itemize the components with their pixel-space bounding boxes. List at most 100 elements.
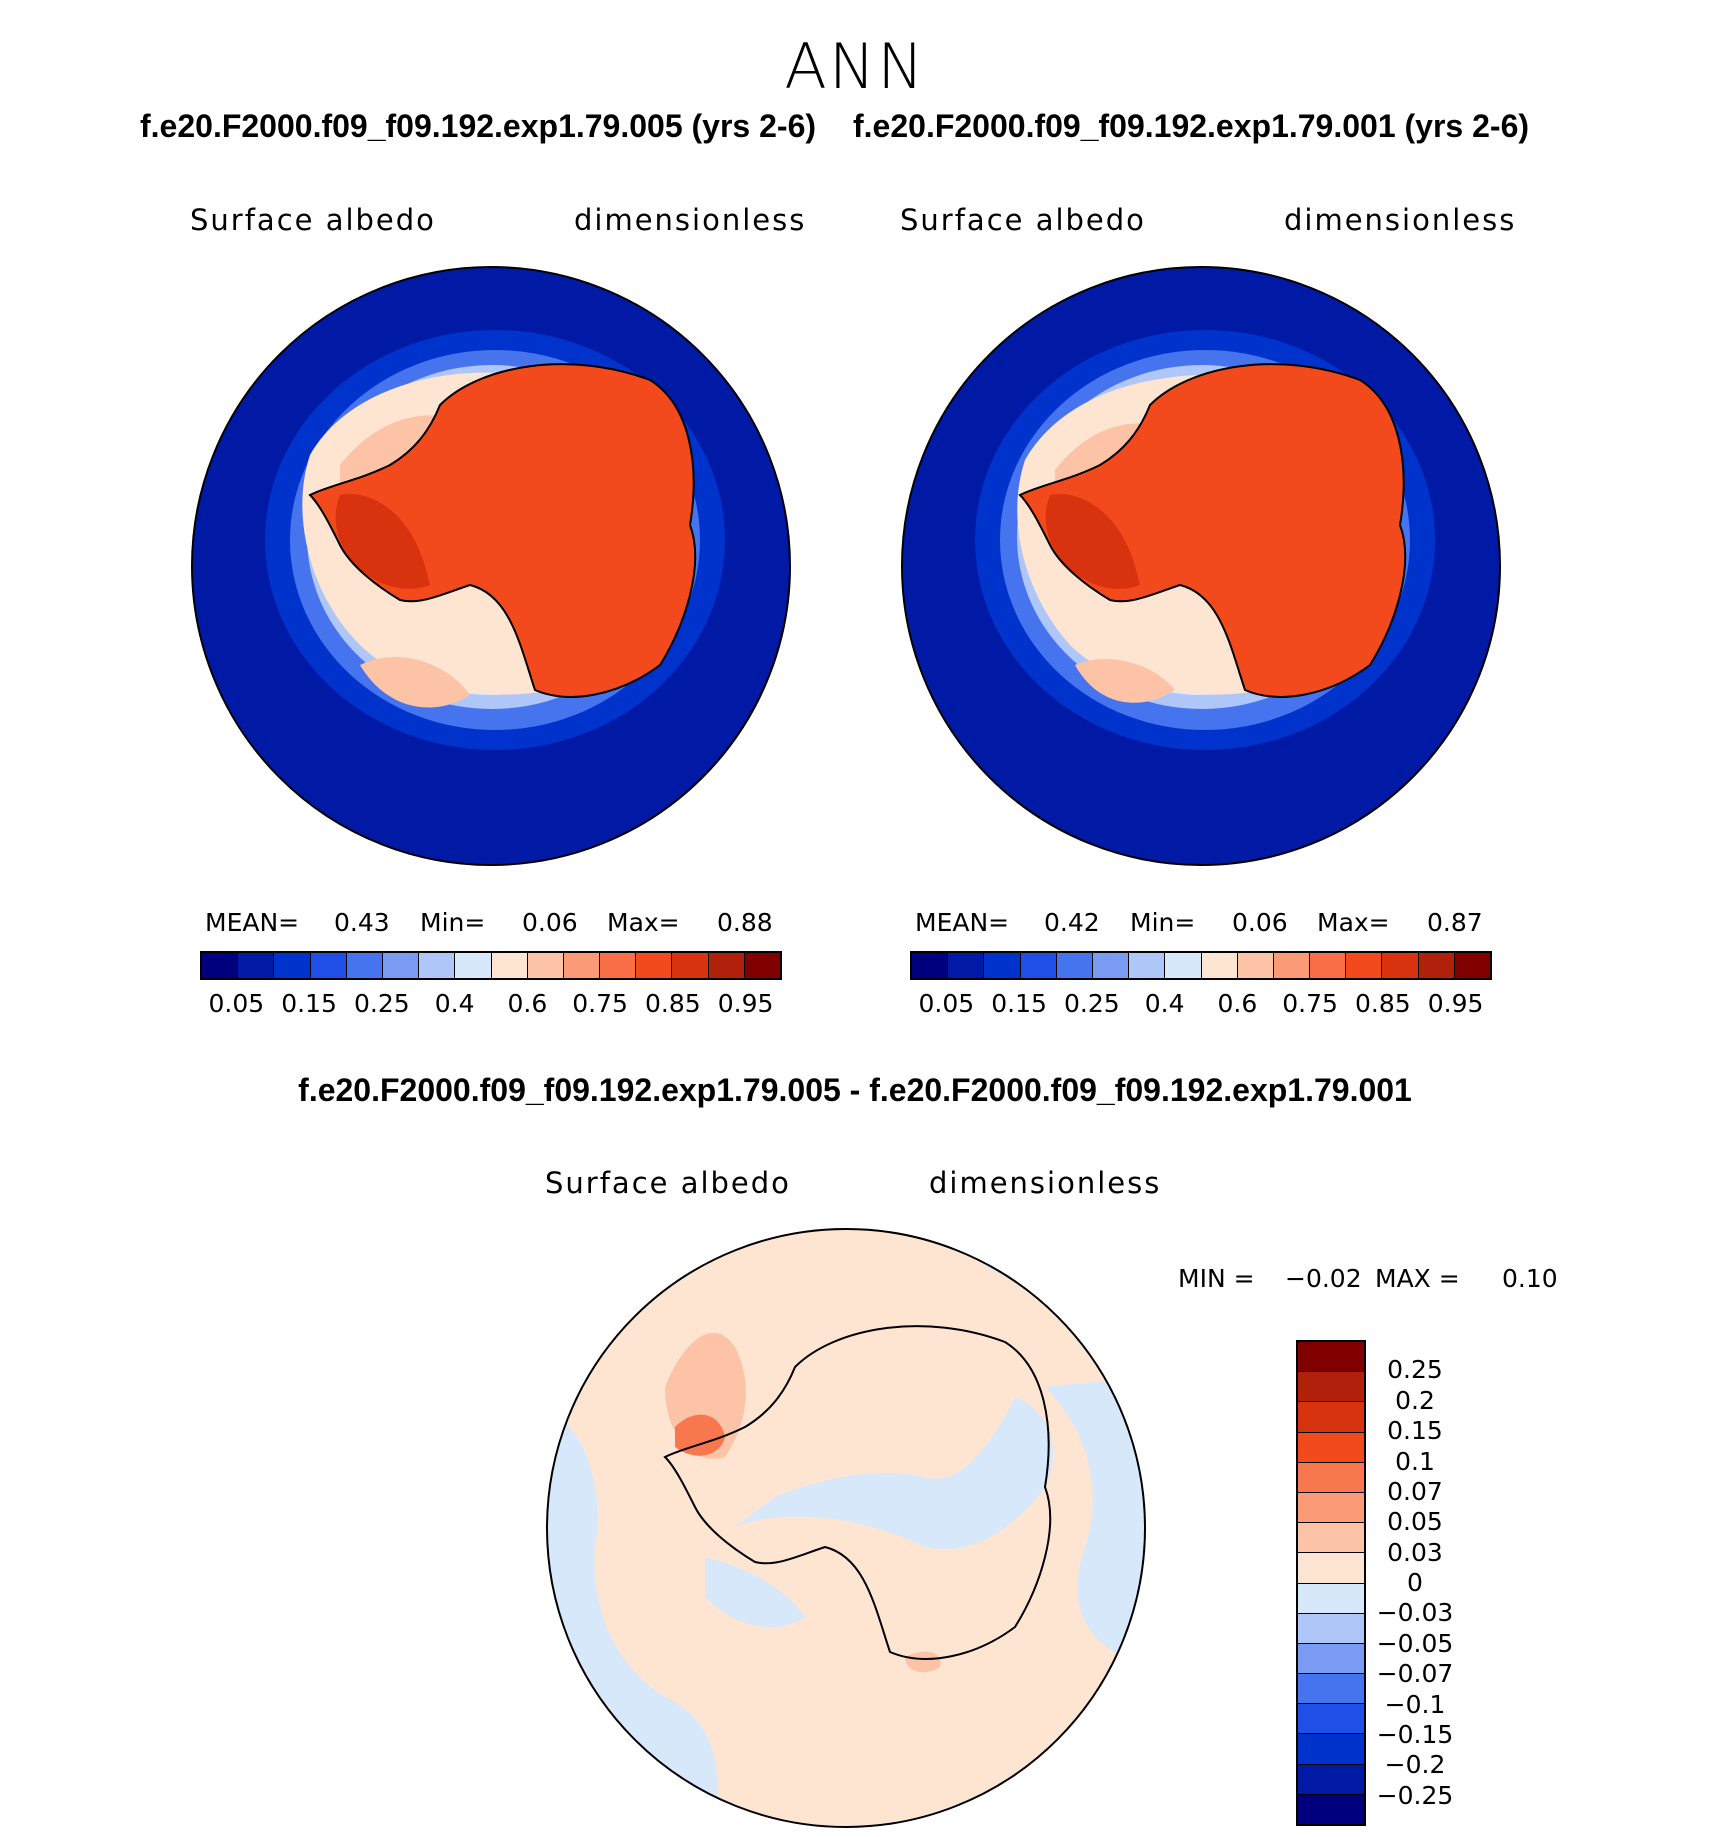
- right-min-label: Min=: [1130, 908, 1196, 937]
- diff-colorbar-tick-label: 0.05: [1387, 1507, 1443, 1537]
- diff-colorbar-tick-label: −0.15: [1376, 1719, 1454, 1749]
- case-title-right: f.e20.F2000.f09_f09.192.exp1.79.001 (yrs…: [853, 108, 1530, 144]
- diff-colorbar-swatch: [1298, 1342, 1364, 1373]
- diff-colorbar-swatch: [1298, 1372, 1364, 1403]
- right-colorbar-tick-label: 0.85: [1355, 989, 1411, 1018]
- left-colorbar-swatch: [455, 953, 492, 978]
- diff-colorbar-swatch: [1298, 1764, 1364, 1795]
- diff-colorbar-tick-label: −0.07: [1376, 1659, 1454, 1689]
- right-colorbar-tick-label: 0.25: [1064, 989, 1120, 1018]
- right-colorbar-tick-label: 0.75: [1282, 989, 1338, 1018]
- right-colorbar-tick-label: 0.05: [918, 989, 975, 1018]
- left-colorbar-swatch: [672, 953, 709, 978]
- left-colorbar-swatch: [563, 953, 601, 978]
- left-map: [191, 266, 791, 866]
- left-colorbar-tick-label: 0.25: [354, 989, 410, 1018]
- left-colorbar-swatch: [527, 953, 564, 978]
- diff-colorbar-tick-label: −0.25: [1376, 1780, 1454, 1810]
- left-colorbar-swatch: [708, 953, 745, 978]
- right-colorbar-swatch: [1201, 953, 1238, 978]
- diff-colorbar-tick-label: −0.05: [1376, 1628, 1454, 1658]
- diff-colorbar-swatch: [1298, 1462, 1364, 1493]
- diff-colorbar-tick-label: 0.03: [1387, 1537, 1443, 1567]
- left-colorbar-swatch: [419, 953, 456, 978]
- left-colorbar-swatch: [600, 953, 637, 978]
- diff-colorbar-tick-label: 0.15: [1387, 1416, 1443, 1446]
- left-units-label: dimensionless: [574, 203, 807, 237]
- left-min-value: 0.06: [522, 908, 578, 937]
- right-units-label: dimensionless: [1284, 203, 1517, 237]
- right-colorbar-swatch: [984, 953, 1021, 978]
- diff-colorbar-swatch: [1298, 1794, 1364, 1824]
- diff-colorbar-tick-label: −0.2: [1384, 1750, 1446, 1780]
- left-colorbar-swatch: [636, 953, 673, 978]
- diff-colorbar-swatch: [1298, 1643, 1364, 1675]
- right-colorbar: [910, 951, 1492, 980]
- right-max-value: 0.87: [1427, 908, 1483, 937]
- diff-colorbar-tick-label: 0.25: [1387, 1355, 1443, 1385]
- diff-colorbar: [1296, 1340, 1366, 1826]
- left-colorbar-swatch: [382, 953, 420, 978]
- left-colorbar-tick-label: 0.75: [572, 989, 628, 1018]
- diff-colorbar-tick-label: 0.1: [1395, 1446, 1435, 1476]
- left-colorbar: [200, 951, 782, 980]
- left-colorbar-tick-label: 0.95: [717, 989, 774, 1018]
- diff-max-label: MAX =: [1375, 1264, 1460, 1293]
- left-max-value: 0.88: [717, 908, 773, 937]
- diff-map: [546, 1228, 1146, 1828]
- diff-min-label: MIN =: [1178, 1264, 1255, 1293]
- right-colorbar-swatch: [1056, 953, 1093, 978]
- diff-colorbar-swatch: [1298, 1492, 1364, 1524]
- right-colorbar-swatch: [948, 953, 985, 978]
- right-mean-label: MEAN=: [915, 908, 1010, 937]
- right-colorbar-swatch: [1237, 953, 1274, 978]
- right-colorbar-swatch: [1092, 953, 1130, 978]
- diff-colorbar-swatch: [1298, 1674, 1364, 1705]
- right-colorbar-tick-label: 0.4: [1144, 989, 1185, 1018]
- diff-colorbar-swatch: [1298, 1432, 1364, 1463]
- left-colorbar-tick-label: 0.15: [281, 989, 337, 1018]
- right-mean-value: 0.42: [1044, 908, 1100, 937]
- left-colorbar-tick-label: 0.4: [434, 989, 475, 1018]
- right-colorbar-swatch: [1273, 953, 1311, 978]
- diff-colorbar-swatch: [1298, 1523, 1364, 1554]
- right-colorbar-swatch: [1346, 953, 1383, 978]
- left-colorbar-swatch: [346, 953, 383, 978]
- right-variable-label: Surface albedo: [900, 203, 1146, 237]
- left-colorbar-tick-label: 0.6: [507, 989, 548, 1018]
- diff-colorbar-tick-label: −0.1: [1384, 1689, 1446, 1719]
- right-colorbar-swatch: [1129, 953, 1166, 978]
- diff-colorbar-tick-label: −0.03: [1376, 1598, 1454, 1628]
- left-variable-label: Surface albedo: [190, 203, 436, 237]
- right-colorbar-swatch: [912, 953, 949, 978]
- right-colorbar-tick-label: 0.6: [1217, 989, 1258, 1018]
- left-colorbar-swatch: [274, 953, 311, 978]
- right-max-label: Max=: [1317, 908, 1390, 937]
- page-title: ANN: [784, 30, 926, 103]
- left-min-label: Min=: [420, 908, 486, 937]
- right-colorbar-swatch: [1310, 953, 1347, 978]
- right-colorbar-swatch: [1418, 953, 1455, 978]
- diff-min-value: −0.02: [1285, 1264, 1362, 1293]
- diff-colorbar-swatch: [1298, 1583, 1364, 1614]
- diff-colorbar-swatch: [1298, 1613, 1364, 1644]
- case-title-diff: f.e20.F2000.f09_f09.192.exp1.79.005 - f.…: [298, 1072, 1412, 1108]
- left-colorbar-swatch: [310, 953, 347, 978]
- left-colorbar-swatch: [202, 953, 239, 978]
- diff-colorbar-swatch: [1298, 1553, 1364, 1584]
- case-title-left: f.e20.F2000.f09_f09.192.exp1.79.005 (yrs…: [140, 108, 817, 144]
- diff-colorbar-swatch: [1298, 1734, 1364, 1765]
- diff-variable-label: Surface albedo: [545, 1166, 791, 1200]
- diff-max-value: 0.10: [1502, 1264, 1558, 1293]
- left-colorbar-swatch: [744, 953, 780, 978]
- right-min-value: 0.06: [1232, 908, 1288, 937]
- right-colorbar-swatch: [1454, 953, 1490, 978]
- left-mean-value: 0.43: [334, 908, 390, 937]
- diff-units-label: dimensionless: [929, 1166, 1162, 1200]
- left-colorbar-tick-label: 0.05: [208, 989, 265, 1018]
- diff-colorbar-tick-label: 0.07: [1387, 1476, 1443, 1506]
- left-colorbar-swatch: [491, 953, 528, 978]
- diff-colorbar-swatch: [1298, 1704, 1364, 1735]
- right-colorbar-tick-label: 0.95: [1427, 989, 1484, 1018]
- right-colorbar-swatch: [1165, 953, 1202, 978]
